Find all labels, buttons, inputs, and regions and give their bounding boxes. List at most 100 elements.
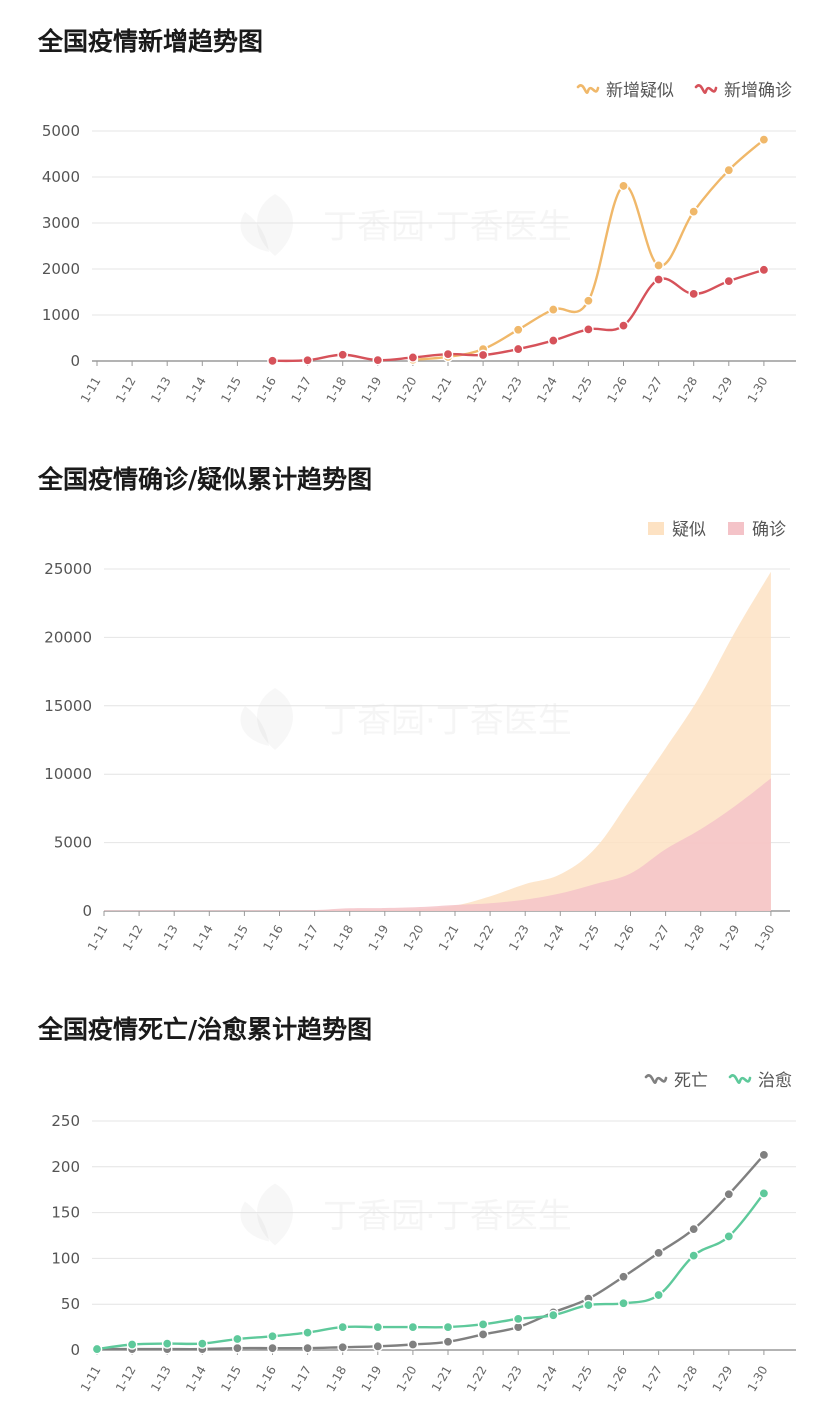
data-point [653,1289,664,1301]
x-tick-label: 1-28 [675,1364,701,1395]
data-point [512,1313,524,1325]
y-tick-label: 250 [51,1112,80,1130]
x-tick-label: 1-16 [253,1364,279,1395]
legend-line-icon[interactable] [694,84,718,94]
y-tick-label: 0 [70,1341,80,1359]
data-point [302,354,313,366]
data-point [512,343,524,355]
x-tick-label: 1-24 [534,1364,560,1395]
data-point [91,1343,103,1355]
data-point [267,1330,278,1342]
y-tick-label: 0 [82,902,92,920]
legend-line-icon[interactable] [576,84,600,94]
data-point [372,354,384,366]
y-tick-label: 10000 [44,765,92,783]
legend-label[interactable]: 新增疑似 [606,81,674,101]
data-point [758,1149,770,1161]
x-tick-label: 1-17 [288,1364,314,1395]
data-point [477,1319,489,1330]
data-point [618,1297,629,1309]
data-point [267,1342,278,1354]
data-point [548,335,559,346]
new-cases-line-chart: 丁香园·丁香医生0100020003000400050001-111-121-1… [42,81,796,405]
y-tick-label: 5000 [54,834,92,852]
legend-label[interactable]: 疑似 [672,520,706,540]
data-point [583,324,594,335]
data-point [653,260,664,271]
y-tick-label: 1000 [42,306,80,324]
y-tick-label: 200 [51,1158,80,1176]
data-point [723,275,735,287]
x-tick-label: 1-19 [359,1364,385,1395]
legend-line-icon[interactable] [644,1074,668,1084]
data-point [126,1339,138,1350]
data-point [618,320,629,331]
x-tick-label: 1-22 [464,1364,490,1395]
data-point [442,1321,454,1333]
data-point [302,1342,313,1354]
x-tick-label: 1-11 [78,1364,104,1395]
data-point [407,1321,419,1333]
x-tick-label: 1-29 [710,1364,736,1395]
chart-title: 全国疫情死亡/治愈累计趋势图 [38,1015,373,1044]
legend-swatch[interactable] [728,522,744,535]
data-point [723,164,735,176]
y-tick-label: 20000 [44,628,92,646]
data-point [758,264,770,276]
data-point [723,1188,735,1200]
data-point [688,1223,700,1235]
y-tick-label: 15000 [44,697,92,715]
data-point [758,134,770,145]
data-point [758,1188,770,1199]
data-point [688,1250,700,1261]
x-tick-label: 1-30 [745,1364,771,1395]
x-tick-label: 1-23 [499,1364,525,1395]
data-point [372,1341,384,1352]
x-tick-label: 1-26 [604,1364,630,1395]
x-tick-label: 1-12 [113,1364,139,1395]
legend-label[interactable]: 确诊 [752,520,786,540]
data-point [688,206,700,217]
x-tick-label: 1-14 [183,1364,209,1395]
data-point [407,1339,419,1350]
watermark-logo [240,1184,293,1246]
data-point [232,1333,243,1345]
death-cured-series-line-0 [95,1153,766,1351]
chart-title: 全国疫情确诊/疑似累计趋势图 [38,465,373,494]
y-tick-label: 150 [51,1204,80,1222]
new-cases-chart-section: 全国疫情新增趋势图 丁香园·丁香医生0100020003000400050001… [0,0,828,440]
x-tick-label: 1-27 [639,1364,665,1395]
data-point [618,1271,629,1283]
watermark-text: 丁香园·丁香医生 [323,1197,572,1237]
y-tick-label: 50 [61,1295,80,1313]
legend-line-icon[interactable] [728,1074,752,1084]
cumulative-cases-chart-section: 全国疫情确诊/疑似累计趋势图 丁香园·丁香医生05000100001500020… [38,465,790,953]
x-tick-label: 1-18 [324,1364,350,1395]
data-point [548,304,559,315]
x-tick-label: 1-21 [429,1364,455,1395]
data-point [442,348,454,360]
data-point [337,349,349,361]
x-tick-label: 1-15 [218,1364,244,1395]
y-tick-label: 100 [51,1249,80,1267]
data-point [618,180,629,192]
legend-label[interactable]: 治愈 [758,1071,792,1091]
data-point [653,274,664,285]
chart-title: 全国疫情新增趋势图 [38,27,264,56]
data-point [512,324,524,336]
cumulative-cases-area-chart: 丁香园·丁香医生05000100001500020000250001-111-1… [44,520,790,953]
x-tick-label: 1-13 [148,1364,174,1395]
y-tick-label: 4000 [42,168,80,186]
y-tick-label: 25000 [44,560,92,578]
legend-swatch[interactable] [648,522,664,535]
data-point [232,1342,243,1354]
legend-label[interactable]: 新增确诊 [724,81,792,101]
y-tick-label: 2000 [42,260,80,278]
data-point [583,1299,594,1311]
data-point [161,1338,173,1349]
y-tick-label: 3000 [42,214,80,232]
legend-label[interactable]: 死亡 [674,1071,708,1091]
data-point [477,349,489,361]
